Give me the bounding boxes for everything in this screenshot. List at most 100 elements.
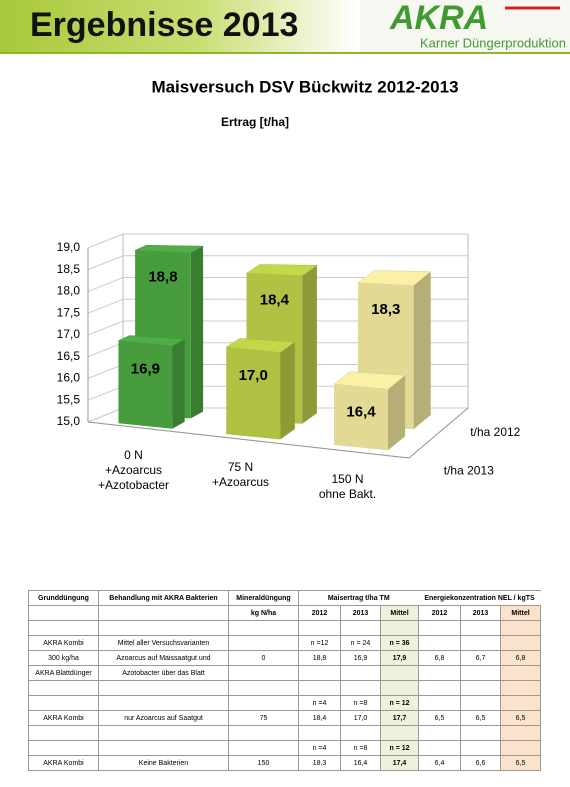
cell: [499, 740, 542, 756]
cell: [499, 665, 542, 681]
bar: [226, 347, 281, 440]
cell: n = 36: [380, 635, 419, 651]
cell: Azotobacter über das Blatt: [98, 665, 229, 681]
grid-line: [87, 298, 468, 314]
cell: 150: [228, 755, 299, 771]
cell: 6,5: [499, 755, 542, 771]
grid-line: [87, 277, 468, 292]
cell: [499, 680, 542, 696]
cell: 17,4: [380, 755, 419, 771]
grid-line: [87, 233, 468, 249]
x-tick-label-line: 150 N: [331, 472, 363, 486]
bar-side: [302, 265, 317, 424]
results-table: Grunddüngung Behandlung mit AKRA Bakterie…: [28, 590, 542, 771]
cell: 17,0: [340, 710, 381, 726]
subheader: [28, 605, 99, 621]
subheader: 2012: [298, 605, 341, 621]
cell: 18,8: [298, 650, 341, 666]
cell: [298, 620, 341, 636]
bar-side: [190, 246, 204, 419]
chart: Ergebnisse 2013 AKRA Karner Düngerproduk…: [0, 0, 570, 501]
depth-axis: [408, 407, 469, 459]
header-row: Grunddüngung Behandlung mit AKRA Bakterie…: [28, 590, 541, 606]
subheader: 2012: [418, 605, 461, 621]
cell: [340, 665, 381, 681]
cell: [28, 680, 99, 696]
y-tick-label: 16,5: [57, 349, 81, 363]
y-tick-label: 17,5: [57, 305, 81, 319]
value-label: 16,4: [346, 404, 376, 421]
x-tick-label-line: 0 N: [124, 448, 143, 462]
cell: 16,4: [340, 755, 381, 771]
cell: AKRA Kombi: [28, 635, 99, 651]
cell: 6,5: [460, 710, 501, 726]
value-label: 18,8: [148, 269, 177, 286]
table-row: [28, 620, 542, 636]
cell: [228, 725, 299, 741]
cell: [418, 635, 461, 651]
cell: [460, 680, 501, 696]
cell: [418, 665, 461, 681]
cell: n =4: [298, 740, 341, 756]
cell: n = 12: [380, 740, 419, 756]
cell: 17,7: [380, 710, 419, 726]
cell: 18,3: [298, 755, 341, 771]
grid-line: [87, 320, 468, 336]
cell: [98, 740, 229, 756]
bar-side: [280, 342, 295, 440]
cell: [228, 665, 299, 681]
heading: Maisversuch DSV Bückwitz 2012-2013: [151, 77, 458, 96]
subheader: [98, 605, 229, 621]
cell: [28, 740, 99, 756]
cell: 300 kg/ha: [28, 650, 99, 666]
cell: [418, 695, 461, 711]
cell: n =4: [298, 695, 341, 711]
cell: [418, 725, 461, 741]
subheader: 2013: [340, 605, 381, 621]
cell: [340, 680, 381, 696]
series-label: t/ha 2013: [444, 464, 494, 478]
cell: [380, 665, 419, 681]
cell: [418, 680, 461, 696]
subheader-row: kg N/ha 2012 2013 Mittel 2012 2013 Mittel: [28, 605, 542, 621]
group-header: Behandlung mit AKRA Bakterien: [98, 590, 229, 606]
cell: AKRA Kombi: [28, 755, 99, 771]
cell: [460, 695, 501, 711]
cell: 6,8: [499, 650, 542, 666]
cell: n =8: [340, 695, 381, 711]
grid-line: [87, 255, 468, 271]
cell: 6,4: [418, 755, 461, 771]
cell: nur Azoarcus auf Saatgut: [98, 710, 229, 726]
header-title: Ergebnisse 2013: [30, 6, 298, 44]
cell: Keine Bakterien: [98, 755, 229, 771]
cell: n = 24: [340, 635, 381, 651]
cell: [228, 620, 299, 636]
y-tick-label: 18,0: [57, 284, 81, 298]
table-row: [28, 680, 542, 696]
table-row: n =4 n =8 n = 12: [28, 695, 542, 711]
table-row: AKRA Kombi nur Azoarcus auf Saatgut 75 18,4…: [28, 710, 542, 726]
cell: [499, 695, 542, 711]
header-band: [0, 0, 360, 52]
group-header: Maisertrag t/ha TM: [298, 590, 419, 606]
bar-side: [172, 339, 185, 429]
cell: [98, 695, 229, 711]
subheader: kg N/ha: [228, 605, 299, 621]
cell: 6,8: [418, 650, 461, 666]
table-row: 300 kg/ha Azoarcus auf Maissaatgut und 0 18…: [28, 650, 542, 666]
cell: [98, 620, 229, 636]
y-tick-label: 15,0: [57, 414, 81, 428]
cell: [460, 725, 501, 741]
cell: [28, 725, 99, 741]
bar: [334, 384, 388, 451]
subheader: Mittel: [499, 605, 542, 621]
cell: [380, 620, 419, 636]
logo-company: Karner Düngerproduktion: [420, 35, 566, 50]
cell: n =8: [340, 740, 381, 756]
cell: [98, 680, 229, 696]
logo: AKRA: [389, 0, 488, 37]
bar-side: [387, 375, 406, 451]
x-tick-label: 0 N +Azoarcus +Azotobacter: [98, 448, 169, 492]
